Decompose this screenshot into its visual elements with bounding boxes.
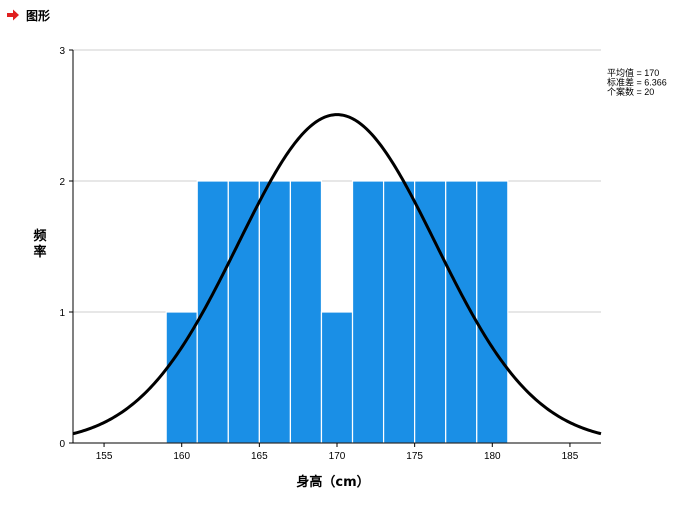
section-title: 图形 <box>26 8 51 23</box>
histogram-bars <box>165 180 509 444</box>
histogram-bar <box>382 180 416 444</box>
histogram-bar <box>351 180 385 444</box>
normal-curve <box>72 113 602 436</box>
histogram-bar <box>227 180 260 444</box>
histogram-bar <box>476 180 509 444</box>
output-header: 图形 <box>6 6 50 24</box>
histogram-bar <box>414 180 447 444</box>
x-tick-label: 155 <box>96 451 113 462</box>
x-axis-title: 身高（cm） <box>296 474 369 490</box>
y-axis-title: 频率 <box>33 228 46 260</box>
x-tick-label: 185 <box>562 451 579 462</box>
y-tick-label: 0 <box>59 439 65 450</box>
x-tick-label: 180 <box>484 451 501 462</box>
stats-line: 平均值 = 170 <box>607 67 659 78</box>
x-tick-label: 160 <box>173 451 190 462</box>
y-tick-labels: 0 1 2 3 <box>59 46 73 450</box>
x-tick-label: 175 <box>406 451 423 462</box>
red-right-arrow-icon <box>7 9 19 21</box>
x-tick-labels: 155 160 165 170 175 180 185 <box>96 443 579 462</box>
gridlines <box>73 49 601 313</box>
y-tick-label: 2 <box>59 177 65 188</box>
histogram-bar <box>289 180 323 444</box>
x-tick-label: 165 <box>251 451 268 462</box>
y-tick-label: 3 <box>59 46 65 57</box>
histogram-bar <box>258 180 292 444</box>
stats-line: 标准差 = 6.366 <box>607 77 667 88</box>
histogram-bar <box>320 311 354 444</box>
y-tick-label: 1 <box>59 308 65 319</box>
stats-line: 个案数 = 20 <box>607 86 654 97</box>
x-tick-label: 170 <box>329 451 346 462</box>
